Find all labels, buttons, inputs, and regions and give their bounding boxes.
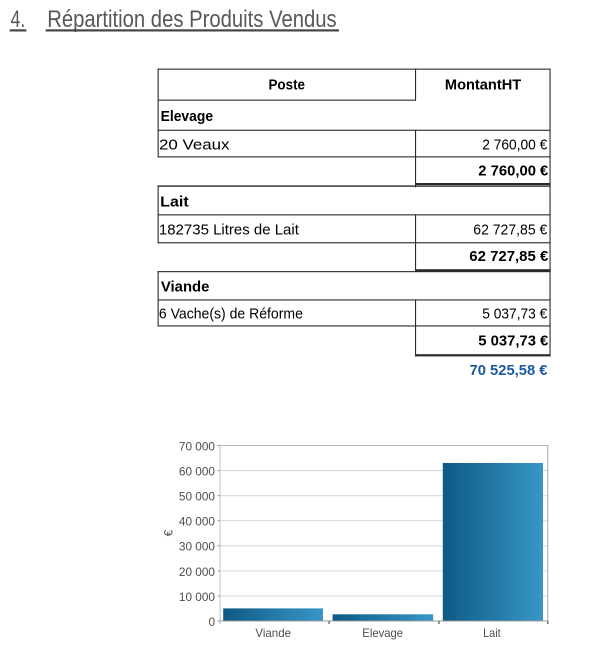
svg-text:70 525,58 €: 70 525,58 €: [470, 362, 549, 379]
svg-text:0: 0: [208, 615, 215, 629]
svg-text:20 Veaux: 20 Veaux: [159, 136, 230, 153]
svg-text:20 000: 20 000: [179, 565, 216, 579]
svg-text:Poste: Poste: [269, 77, 306, 94]
svg-text:10 000: 10 000: [179, 590, 216, 604]
svg-text:Répartition des Produits Vendu: Répartition des Produits Vendus: [47, 6, 337, 33]
svg-text:Viande: Viande: [161, 278, 210, 295]
svg-text:60 000: 60 000: [179, 465, 216, 479]
svg-text:30 000: 30 000: [179, 540, 216, 554]
svg-text:40 000: 40 000: [179, 515, 216, 529]
svg-text:2 760,00 €: 2 760,00 €: [478, 163, 549, 180]
svg-text:5 037,73 €: 5 037,73 €: [482, 306, 548, 323]
svg-text:6 Vache(s) de Réforme: 6 Vache(s) de Réforme: [159, 306, 303, 323]
svg-text:70 000: 70 000: [179, 439, 216, 453]
svg-text:62 727,85 €: 62 727,85 €: [473, 221, 548, 238]
svg-text:62 727,85 €: 62 727,85 €: [469, 248, 549, 265]
svg-text:Lait: Lait: [160, 193, 189, 210]
svg-text:€: €: [162, 529, 176, 536]
svg-text:Lait: Lait: [483, 626, 501, 640]
svg-text:50 000: 50 000: [179, 490, 216, 504]
svg-text:182735 Litres de Lait: 182735 Litres de Lait: [159, 221, 300, 238]
svg-text:5 037,73 €: 5 037,73 €: [478, 333, 549, 350]
svg-text:2 760,00 €: 2 760,00 €: [482, 136, 548, 153]
svg-text:4.: 4.: [11, 6, 26, 33]
svg-text:MontantHT: MontantHT: [445, 77, 521, 94]
svg-text:Viande: Viande: [255, 626, 291, 640]
svg-text:Elevage: Elevage: [362, 626, 403, 640]
svg-text:Elevage: Elevage: [161, 108, 214, 125]
